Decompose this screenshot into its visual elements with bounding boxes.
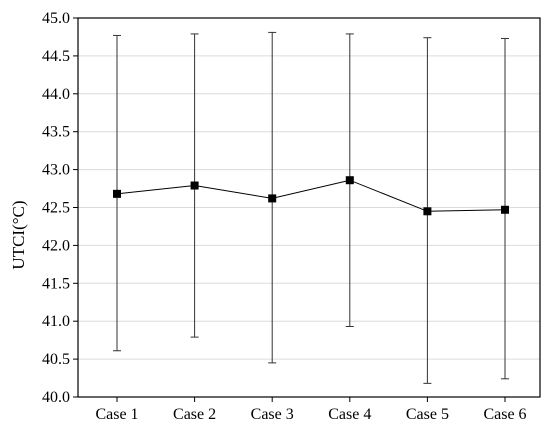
data-point — [423, 207, 432, 216]
series-markers — [113, 176, 509, 216]
plot-frame — [77, 17, 541, 398]
grid-lines — [78, 55, 540, 360]
data-point — [268, 194, 277, 203]
data-point — [113, 189, 121, 198]
mean-line — [116, 179, 506, 212]
y-tick-label: 43.5 — [42, 124, 70, 141]
axes — [73, 17, 541, 402]
x-tick-label: Case 2 — [173, 406, 216, 423]
x-tick-label: Case 5 — [406, 406, 449, 423]
x-tick-label: Case 3 — [251, 406, 294, 423]
x-tick-label: Case 6 — [483, 406, 526, 423]
y-tick-label: 40.5 — [42, 351, 70, 368]
series-line — [116, 179, 506, 212]
y-tick-labels: 40.0 40.5 41.0 41.5 42.0 42.5 43.0 43.5 44.0 44.5… — [42, 10, 70, 406]
data-point — [190, 181, 199, 190]
y-tick-label: 42.0 — [42, 237, 70, 254]
data-point — [501, 205, 509, 214]
y-tick-label: 41.0 — [42, 313, 70, 330]
y-tick-label: 44.0 — [42, 86, 70, 103]
x-tick-label: Case 4 — [328, 406, 371, 423]
y-tick-label: 41.5 — [42, 275, 70, 292]
y-tick-label: 43.0 — [42, 162, 70, 179]
data-point — [345, 176, 354, 185]
y-tick-label: 44.5 — [42, 48, 70, 65]
y-tick-label: 42.5 — [42, 200, 70, 217]
y-axis-label: UTCI(°C) — [9, 200, 28, 269]
x-tick-label: Case 1 — [95, 406, 138, 423]
y-tick-label: 45.0 — [42, 10, 70, 27]
x-tick-labels: Case 1 Case 2 Case 3 Case 4 Case 5 Case 6 — [95, 406, 526, 423]
y-tick-label: 40.0 — [42, 389, 70, 406]
